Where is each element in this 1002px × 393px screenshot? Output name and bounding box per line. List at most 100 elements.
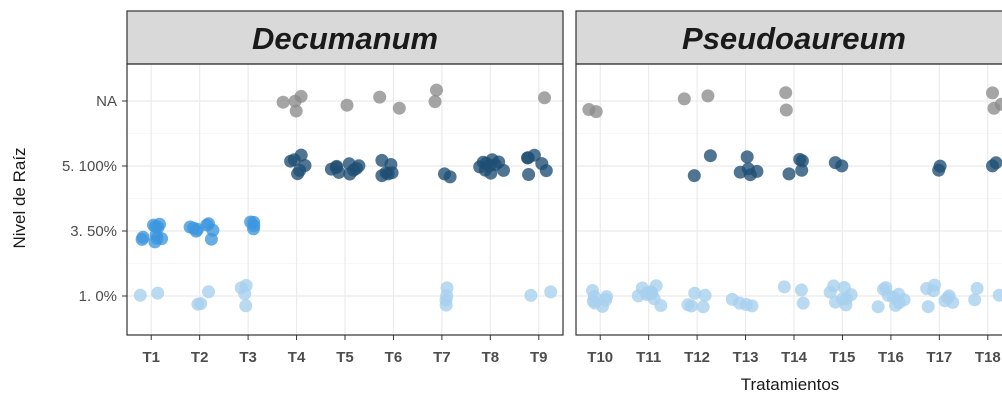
x-tick-label: T15	[830, 349, 856, 366]
data-point	[473, 160, 487, 174]
x-tick-label: T16	[878, 349, 904, 366]
data-point	[340, 98, 354, 112]
data-point	[147, 218, 160, 232]
y-axis-title: Nivel de Raíz	[10, 147, 29, 248]
x-tick-label: T10	[587, 349, 613, 366]
data-point	[589, 105, 603, 119]
data-point	[544, 285, 558, 299]
data-point	[234, 281, 248, 295]
facet-strip	[126, 10, 564, 65]
data-point	[587, 290, 601, 303]
data-point	[521, 151, 535, 165]
x-tick-label: T1	[142, 349, 160, 366]
data-point	[202, 285, 216, 299]
data-point	[151, 286, 165, 300]
y-tick-label: 3. 50%	[70, 223, 117, 240]
data-point	[352, 159, 366, 173]
x-tick-label: T13	[733, 349, 759, 366]
data-point	[684, 299, 698, 313]
data-point	[881, 288, 895, 302]
data-point	[793, 152, 807, 166]
data-point	[796, 296, 810, 310]
data-point	[439, 298, 453, 312]
data-point	[329, 161, 343, 174]
x-tick-label: T12	[684, 349, 710, 366]
data-point	[522, 168, 536, 181]
data-point	[194, 297, 208, 311]
x-axis-title: Tratamientos	[741, 375, 840, 393]
data-point	[970, 281, 984, 295]
data-point	[539, 164, 553, 178]
data-point	[524, 288, 538, 302]
data-point	[654, 299, 668, 312]
data-point	[645, 287, 659, 301]
data-point	[687, 169, 701, 183]
data-point	[343, 167, 357, 181]
x-tick-label: T6	[385, 349, 403, 366]
data-point	[430, 83, 443, 97]
data-point	[293, 163, 307, 177]
x-tick-label: T17	[926, 349, 952, 366]
data-point	[897, 293, 911, 307]
data-point	[384, 158, 398, 171]
y-tick-label: NA	[96, 93, 117, 110]
data-point	[795, 163, 809, 177]
data-point	[928, 278, 941, 292]
data-point	[136, 230, 150, 244]
x-tick-label: T4	[288, 349, 306, 366]
facet-title: Decumanum	[252, 21, 438, 56]
data-point	[276, 95, 290, 109]
data-point	[986, 86, 999, 100]
data-point	[698, 288, 712, 302]
x-tick-label: T18	[975, 349, 1001, 366]
data-point	[933, 159, 947, 173]
facet-title: Pseudoaureum	[682, 21, 906, 56]
x-tick-label: T3	[239, 349, 257, 366]
data-point	[839, 292, 853, 306]
y-tick-label: 1. 0%	[79, 288, 117, 305]
data-point	[133, 288, 147, 302]
data-point	[428, 95, 442, 109]
x-tick-label: T9	[530, 349, 548, 366]
x-tick-label: T2	[191, 349, 209, 366]
data-point	[827, 279, 841, 293]
data-point	[239, 299, 253, 313]
data-point	[287, 153, 301, 167]
data-point	[740, 150, 754, 164]
data-point	[994, 97, 1002, 111]
data-point	[739, 298, 753, 311]
data-point	[750, 164, 764, 178]
data-point	[538, 91, 551, 105]
data-point	[189, 224, 203, 238]
data-point	[703, 149, 717, 163]
data-point	[968, 293, 982, 307]
data-point	[779, 86, 793, 100]
data-point	[392, 101, 406, 115]
data-point	[794, 283, 808, 297]
x-tick-label: T11	[636, 349, 661, 366]
x-tick-label: T7	[433, 349, 451, 366]
data-point	[696, 300, 710, 314]
data-point	[779, 103, 793, 117]
data-point	[921, 300, 935, 314]
data-point	[986, 159, 999, 173]
data-point	[677, 92, 691, 106]
x-tick-label: T5	[336, 349, 354, 366]
data-point	[599, 293, 613, 307]
data-point	[294, 89, 308, 103]
data-point	[289, 104, 303, 118]
data-point	[871, 300, 885, 314]
data-point	[835, 159, 849, 173]
data-point	[701, 89, 715, 103]
data-point	[440, 281, 454, 295]
y-tick-label: 5. 100%	[62, 158, 117, 175]
data-point	[483, 159, 497, 172]
data-point	[688, 286, 702, 300]
x-tick-label: T8	[482, 349, 500, 366]
data-point	[438, 167, 451, 181]
data-point	[992, 288, 1002, 302]
data-point	[782, 167, 796, 181]
x-tick-label: T14	[781, 349, 808, 366]
data-point	[373, 90, 387, 104]
